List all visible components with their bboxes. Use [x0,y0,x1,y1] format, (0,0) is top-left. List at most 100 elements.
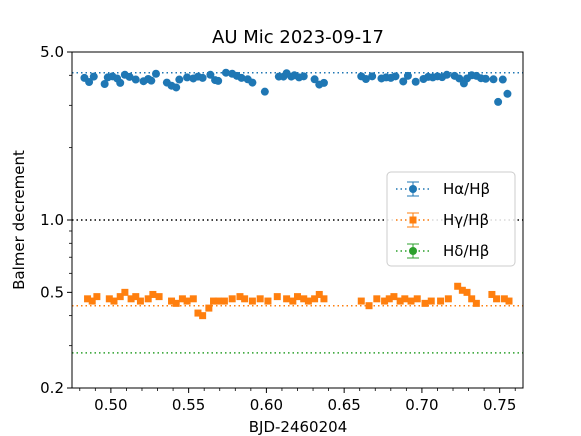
data-point-hh [373,295,381,303]
legend: Hα/Hβ Hγ/Hβ Hδ/Hβ [386,171,516,267]
data-point-hh [116,293,124,301]
data-point-hh [319,78,328,87]
data-point-hh [454,282,462,290]
data-point-hh [168,297,176,305]
data-point-hh [468,295,476,303]
legend-marker [409,185,417,193]
legend-label: Hα/Hβ [443,180,490,198]
data-point-hh [320,295,328,303]
data-point-hh [299,72,308,81]
data-point-hh [407,297,415,305]
x-tick-label: 0.75 [483,396,516,414]
y-axis: 0.2 0.5 1.0 5.0 [40,43,72,397]
data-point-hh [368,72,377,81]
data-point-hh [100,79,109,88]
data-point-hh [310,75,319,84]
data-point-hh [136,297,144,305]
data-point-hh [194,309,202,317]
data-point-hh [413,295,421,303]
data-point-hh [221,68,230,77]
legend-marker [409,247,417,255]
data-point-hh [505,297,513,305]
data-point-hh [105,295,113,303]
data-point-hh [385,295,393,303]
chart-title: AU Mic 2023-09-17 [212,27,384,48]
data-point-hh [85,78,94,87]
data-point-hh [472,299,480,307]
legend-label: Hγ/Hβ [443,211,489,229]
data-point-hh [149,290,157,298]
data-point-hh [494,97,503,106]
data-point-hh [493,295,501,303]
data-point-hh [463,288,471,296]
data-point-hh [403,71,412,80]
data-point-hh [175,75,184,84]
data-point-hh [396,297,404,305]
data-point-hh [401,295,409,303]
data-point-hh [391,72,400,81]
data-point-hh [500,295,508,303]
data-point-hh [256,295,264,303]
data-point-hh [315,290,323,298]
data-point-hh [183,297,191,305]
y-tick-label: 5.0 [40,43,64,61]
data-point-hh [205,304,213,312]
data-point-hh [260,87,269,96]
data-point-hh [131,75,140,84]
data-point-hh [151,69,160,78]
data-point-hh [127,295,135,303]
data-point-hh [390,293,398,301]
data-point-hh [189,295,197,303]
data-point-hh [116,78,125,87]
data-point-hh [236,293,244,301]
x-tick-label: 0.50 [94,396,127,414]
legend-marker [409,216,417,224]
data-point-hh [488,290,496,298]
data-point-hh [210,297,218,305]
data-point-hh [442,70,451,79]
data-point-hh [365,302,373,310]
data-point-hh [110,297,118,305]
x-tick-label: 0.65 [327,396,360,414]
x-tick-label: 0.60 [250,396,283,414]
x-axis: 0.50 0.55 0.60 0.65 0.70 0.75 [79,388,516,414]
data-point-hh [144,295,152,303]
data-point-hh [437,297,445,305]
y-tick-label: 0.2 [40,379,64,397]
data-point-hh [220,297,228,305]
data-point-hh [214,297,222,305]
data-point-hh [198,73,207,82]
data-marks [80,68,513,320]
data-point-hh [289,297,297,305]
data-point-hh [237,73,246,82]
data-point-hh [172,299,180,307]
data-point-hh [155,293,163,301]
data-point-hh [357,297,365,305]
data-point-hh [273,293,281,301]
data-point-hh [489,75,498,84]
data-point-hh [444,295,452,303]
data-point-hh [421,299,429,307]
data-point-hh [199,312,207,320]
data-point-hh [206,70,215,79]
data-point-hh [399,77,408,86]
data-point-hh [89,72,98,81]
data-point-hh [241,295,249,303]
y-tick-label: 0.5 [40,283,64,301]
data-point-hh [248,78,257,87]
data-point-hh [88,297,96,305]
data-point-hh [304,297,312,305]
y-tick-label: 1.0 [40,211,64,229]
data-point-hh [248,297,256,305]
data-point-hh [311,295,319,303]
data-point-hh [172,83,181,92]
x-tick-label: 0.55 [172,396,205,414]
data-point-hh [498,75,507,84]
data-point-hh [125,72,134,81]
data-point-hh [264,297,272,305]
data-point-hh [214,76,223,85]
data-point-hh [411,77,420,86]
data-point-hh [503,89,512,98]
data-point-hh [84,295,92,303]
